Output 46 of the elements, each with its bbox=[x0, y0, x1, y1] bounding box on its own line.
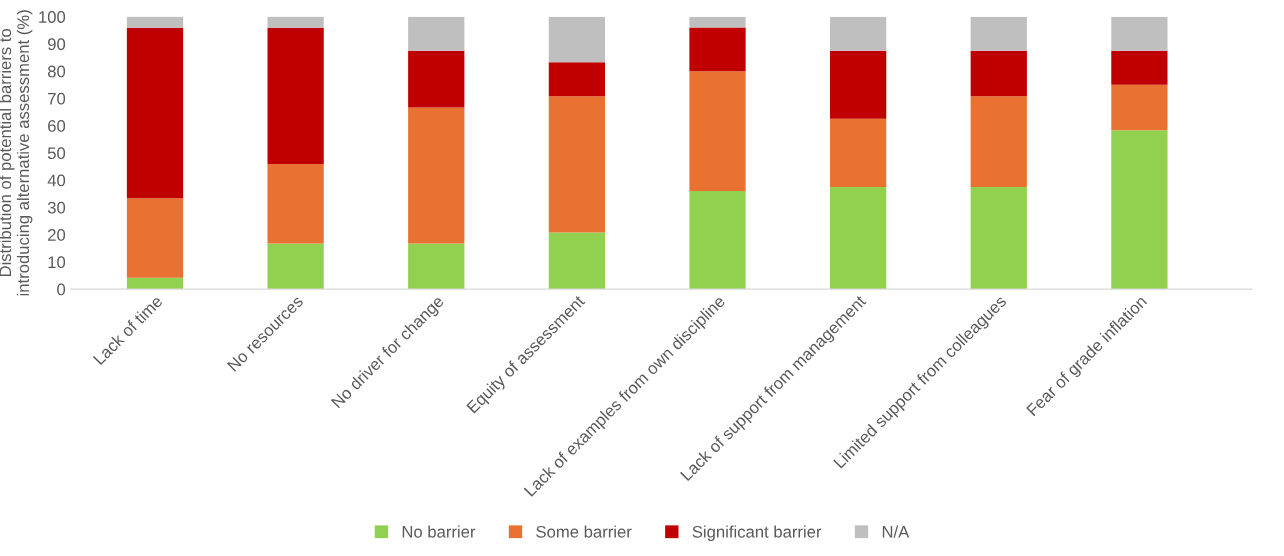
y-tick-label: 60 bbox=[48, 120, 66, 132]
y-tick-label: 100 bbox=[39, 11, 66, 23]
bar bbox=[970, 96, 1027, 187]
y-tick-label: 50 bbox=[47, 147, 66, 160]
bar bbox=[830, 186, 887, 290]
bar bbox=[267, 27, 324, 165]
bar bbox=[126, 27, 184, 199]
legend-label: Some barrier bbox=[536, 525, 632, 538]
bar bbox=[548, 62, 606, 97]
bar bbox=[1111, 16, 1168, 51]
bar bbox=[970, 186, 1027, 290]
bar bbox=[1111, 130, 1168, 290]
bar bbox=[830, 50, 887, 119]
y-tick-label: 40 bbox=[47, 174, 66, 187]
y-tick-label: 70 bbox=[48, 92, 66, 105]
y-tick-label: 10 bbox=[48, 256, 66, 269]
y-tick-label: 90 bbox=[48, 38, 66, 51]
legend-label: Significant barrier bbox=[692, 525, 822, 541]
bar bbox=[689, 71, 746, 192]
y-tick-label: 20 bbox=[48, 229, 66, 241]
bar bbox=[126, 198, 184, 278]
bar bbox=[689, 16, 746, 28]
bar bbox=[689, 191, 746, 290]
bar bbox=[267, 16, 324, 28]
bar bbox=[548, 96, 606, 233]
bar bbox=[408, 50, 465, 108]
bar bbox=[408, 16, 465, 51]
bar bbox=[126, 16, 184, 28]
bar bbox=[830, 16, 887, 51]
bar bbox=[267, 164, 324, 244]
bar bbox=[267, 243, 324, 290]
y-tick-label: 30 bbox=[47, 201, 66, 214]
bar bbox=[408, 243, 465, 290]
bar bbox=[830, 118, 887, 187]
bar bbox=[548, 16, 606, 63]
bar bbox=[689, 27, 746, 72]
bar bbox=[408, 107, 465, 244]
y-tick-label: 0 bbox=[57, 283, 66, 296]
bar bbox=[970, 50, 1027, 97]
bar bbox=[1111, 84, 1168, 131]
y-tick-label: 80 bbox=[47, 65, 66, 78]
legend-label: No barrier bbox=[402, 525, 476, 538]
bar bbox=[548, 232, 606, 290]
bar bbox=[970, 16, 1027, 51]
legend-label: N/A bbox=[882, 525, 910, 538]
bar bbox=[1111, 50, 1168, 85]
